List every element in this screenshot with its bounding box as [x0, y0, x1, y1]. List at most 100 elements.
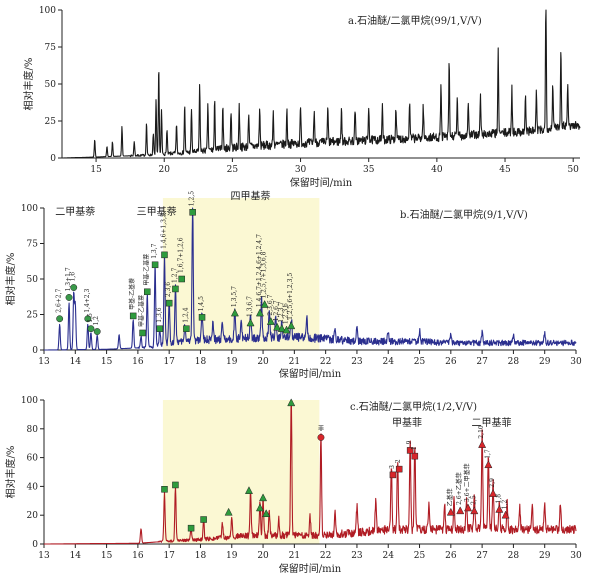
- x-tick-label: 16: [132, 357, 144, 367]
- peak-label: 1,6,7+1,2,6: [178, 237, 185, 273]
- peak-marker-square: [161, 486, 168, 493]
- x-tick-label: 30: [570, 551, 582, 561]
- y-tick-label: 25: [45, 117, 57, 127]
- peak-label: 2,9: [489, 478, 496, 488]
- peak-label: 1,2,5: [189, 191, 196, 206]
- group-label: 二甲基萘: [55, 205, 95, 218]
- x-tick-label: 20: [159, 165, 171, 175]
- peak-marker-square: [200, 516, 207, 523]
- peak-label: 甲基-乙基萘: [128, 278, 136, 310]
- peak-marker-triangle: [260, 300, 269, 308]
- peak-marker-circle: [70, 284, 78, 291]
- peak-marker-triangle: [287, 398, 296, 407]
- peak-marker-triangle: [273, 322, 282, 331]
- peak-label: 9: [406, 440, 413, 444]
- x-tick-label: 35: [363, 165, 375, 175]
- peak-marker-triangle: [266, 317, 275, 325]
- panel-c: 13 14 15 16 17 18 19 20 21 22 23 24 25 26 27 28 29 300204…: [4, 396, 582, 575]
- peak-label: 1: [411, 446, 418, 450]
- peak-marker-triangle: [446, 507, 455, 516]
- peak-marker-triangle: [255, 308, 264, 317]
- peak-marker-square: [156, 325, 164, 332]
- x-tick-label: 15: [101, 551, 113, 561]
- peak-marker-circle: [65, 294, 73, 301]
- y-tick-label: 0: [32, 540, 38, 550]
- x-tick-label: 26: [445, 357, 457, 367]
- peak-marker-triangle: [259, 493, 268, 502]
- peak-label: 1,2,4: [182, 307, 189, 322]
- x-tick-label: 28: [508, 357, 520, 367]
- peak-label: 1,2,7: [171, 267, 178, 282]
- panel-title: c.石油醚/二氯甲烷(1/2,V/V): [350, 400, 477, 413]
- y-tick-label: 0: [32, 346, 38, 356]
- peak-label: 3,6+二甲基菲: [463, 463, 471, 502]
- peak-marker-square: [183, 325, 190, 332]
- peak-label: 1,3,5,7: [231, 286, 238, 307]
- y-tick-label: 25: [27, 311, 39, 321]
- peak-label: 乙基菲: [446, 488, 454, 506]
- x-tick-label: 19: [226, 551, 238, 561]
- y-tick-label: 100: [21, 396, 38, 406]
- peak-marker-square: [406, 447, 414, 454]
- x-tick-label: 23: [351, 357, 363, 367]
- peak-label: 2,6+乙基菲: [455, 472, 463, 505]
- x-tick-label: 29: [539, 357, 551, 367]
- peak-label: 1,6: [70, 272, 77, 282]
- peak-label: 1,4,6,7+1,2,4,6+1,2,4,7: [256, 234, 263, 307]
- peak-marker-triangle: [495, 504, 504, 513]
- peak-label: 甲基-乙基萘: [138, 295, 146, 327]
- chromatogram-trace: [43, 401, 577, 545]
- group-label: 二甲基菲: [472, 416, 512, 429]
- peak-label: 2,3,6: [165, 282, 172, 297]
- panel-title: a.石油醚/二氯甲烷(99/1,V/V): [348, 14, 482, 27]
- x-tick-label: 26: [445, 551, 457, 561]
- peak-label: 2,10: [478, 425, 485, 439]
- peak-marker-circle: [84, 315, 92, 323]
- peak-label: 1,4,5: [198, 296, 205, 311]
- x-tick-label: 17: [163, 551, 175, 561]
- chromatogram-trace: [61, 9, 581, 159]
- x-tick-label: 18: [195, 551, 207, 561]
- y-tick-label: 100: [21, 204, 38, 214]
- panel-b: 13 14 15 16 17 18 19 20 21 22 23 24 25 26 27 28 29 30 0 25 5…: [4, 189, 582, 380]
- x-tick-label: 17: [163, 357, 175, 367]
- peak-label: 1,2,3,7: [278, 302, 285, 323]
- x-tick-label: 13: [38, 551, 50, 561]
- highlight-band: [162, 400, 320, 544]
- x-tick-label: 20: [257, 357, 269, 367]
- peak-label: 2,5: [470, 495, 477, 505]
- peak-label: 1,4,6+1,3,5: [160, 213, 167, 249]
- peak-label: 1,5: [87, 313, 94, 323]
- y-tick-label: 50: [45, 80, 57, 90]
- y-tick-label: 20: [27, 511, 39, 521]
- y-tick-label: 100: [39, 6, 56, 16]
- peak-marker-square: [161, 251, 168, 259]
- peak-label: 1,2,3,6: [283, 303, 290, 324]
- x-tick-label: 24: [383, 551, 395, 561]
- x-tick-label: 20: [257, 551, 269, 561]
- y-tick-label: 40: [27, 482, 39, 492]
- peak-label: 甲基-乙基萘: [142, 254, 150, 286]
- peak-marker-triangle: [484, 460, 493, 469]
- x-tick-label: 25: [414, 357, 426, 367]
- peak-marker-square: [139, 329, 146, 337]
- panel-a: 15 20 25 30 35 40 45 50 0 25 50 75 100 相对丰度/% 保留时间/min…: [22, 6, 581, 189]
- peak-marker-square: [389, 471, 397, 479]
- peak-marker-triangle: [224, 507, 233, 516]
- x-tick-label: 45: [499, 165, 511, 175]
- peak-label: 1,2,5,6+1,2,3,5: [287, 273, 294, 320]
- peak-marker-triangle: [244, 486, 253, 494]
- x-tick-label: 30: [295, 165, 307, 175]
- x-axis-title: 保留时间/min: [290, 176, 353, 189]
- peak-label: 1,3,7: [151, 243, 158, 258]
- x-tick-label: 21: [289, 357, 300, 367]
- peak-marker-triangle: [255, 503, 264, 512]
- x-tick-label: 24: [383, 357, 395, 367]
- peak-marker-triangle: [246, 318, 255, 327]
- peak-label: 1,2,6,7: [273, 300, 280, 321]
- x-tick-label: 21: [289, 551, 300, 561]
- x-tick-label: 30: [570, 357, 582, 367]
- x-tick-label: 15: [101, 357, 113, 367]
- peak-marker-square: [395, 465, 403, 473]
